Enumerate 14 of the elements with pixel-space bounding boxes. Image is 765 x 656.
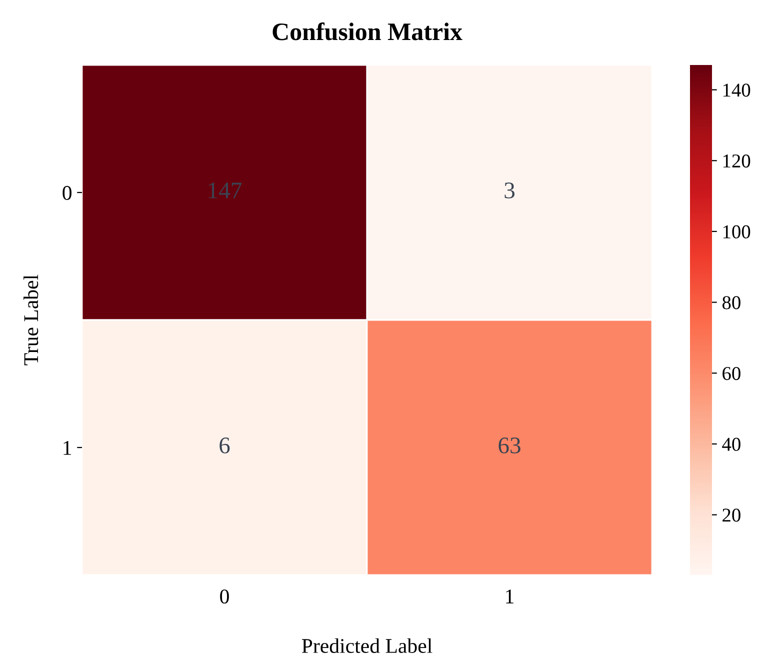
data-label: 3 (504, 182, 514, 198)
color-bar-label: 80 (722, 296, 740, 310)
x-axis-title: Predicted Label (302, 638, 432, 653)
color-bar-label: 40 (722, 438, 740, 451)
y-axis-title: True Label (24, 274, 38, 366)
color-bar-label: 20 (722, 508, 740, 522)
data-label: 147 (208, 182, 242, 198)
chart-title: Confusion Matrix (272, 22, 462, 40)
color-bar-label: 60 (722, 366, 740, 380)
color-bar-label: 120 (723, 154, 750, 168)
color-bar-label: 100 (723, 225, 750, 238)
data-label: 63 (498, 438, 520, 454)
data-label: 6 (220, 438, 230, 454)
color-bar-label: 140 (723, 84, 750, 97)
